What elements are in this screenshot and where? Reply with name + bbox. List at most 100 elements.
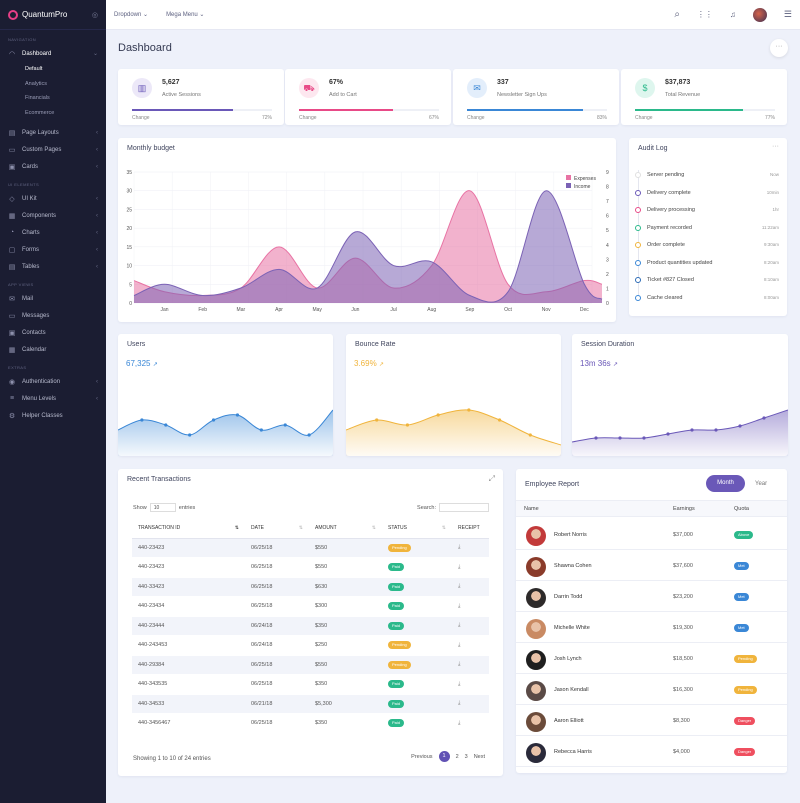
table-row[interactable]: 440-23444 06/24/18 $350 Paid ⤓ xyxy=(132,616,489,636)
sidebar-item-page-layouts[interactable]: ▤ Page Layouts ‹ xyxy=(0,124,106,141)
settings-panel-icon[interactable]: ☰ xyxy=(783,9,792,19)
table-row[interactable]: 440-29384 06/25/18 $550 Pending ⤓ xyxy=(132,655,489,675)
audit-item[interactable]: Ticket #827 Closed 8:10am xyxy=(629,273,787,291)
sidebar-sub-analytics[interactable]: Analytics xyxy=(25,80,48,87)
page-1-button[interactable]: 1 xyxy=(438,751,450,762)
sidebar-item-dashboard[interactable]: ◠ Dashboard ⌄ xyxy=(0,45,106,62)
table-row[interactable]: 440-34533 06/21/18 $5,300 Paid ⤓ xyxy=(132,694,489,714)
sidebar-item-contacts[interactable]: ▣ Contacts xyxy=(0,324,106,341)
more-options-button[interactable]: ··· xyxy=(770,39,788,57)
sidebar-toggle-icon[interactable]: ◎ xyxy=(91,11,98,19)
download-icon[interactable]: ⤓ xyxy=(458,563,461,570)
search-label: Search: xyxy=(417,504,436,511)
download-icon[interactable]: ⤓ xyxy=(458,641,461,648)
sidebar-sub-default[interactable]: Default xyxy=(25,66,43,72)
avatar[interactable] xyxy=(752,7,767,22)
download-icon[interactable]: ⤓ xyxy=(458,622,461,629)
col-label: RECEIPT xyxy=(458,525,480,532)
sort-icon: ⇅ xyxy=(441,525,446,532)
sidebar-item-components[interactable]: ▦ Components ‹ xyxy=(0,207,106,224)
sidebar-item-custom-pages[interactable]: ▭ Custom Pages ‹ xyxy=(0,141,106,158)
cell-id: 440-23423 xyxy=(132,557,245,578)
table-row[interactable]: 440-3456467 06/25/18 $350 Paid ⤓ xyxy=(132,713,489,734)
audit-item[interactable]: Delivery processing 1hr xyxy=(629,203,787,221)
chevron-left-icon: ‹ xyxy=(96,246,98,253)
search-input[interactable] xyxy=(439,503,489,512)
sidebar-item-messages[interactable]: ▭ Messages xyxy=(0,307,106,324)
sidebar-item-cards[interactable]: ▣ Cards ‹ xyxy=(0,158,106,175)
employee-row[interactable]: Robert Norris $37,000 Above xyxy=(516,519,787,550)
col-header[interactable]: TRANSACTION ID ⇅ xyxy=(132,519,245,539)
table-row[interactable]: 440-23434 06/25/18 $300 Paid ⤓ xyxy=(132,596,489,617)
tab-month[interactable]: Month xyxy=(706,475,745,492)
col-header[interactable]: DATE ⇅ xyxy=(245,519,309,539)
page-2-button[interactable]: 2 xyxy=(455,753,459,760)
employee-row[interactable]: Rebecca Harris $4,000 Danger xyxy=(516,736,787,767)
col-header[interactable]: AMOUNT ⇅ xyxy=(309,519,382,539)
search-icon[interactable]: ⌕ xyxy=(674,9,680,20)
bell-icon[interactable]: ♫ xyxy=(729,10,736,19)
stat-value: 67% xyxy=(329,79,344,86)
sidebar-item-tables[interactable]: ▤ Tables ‹ xyxy=(0,258,106,275)
download-icon[interactable]: ⤓ xyxy=(458,583,461,590)
chevron-left-icon: ‹ xyxy=(96,263,98,270)
audit-item[interactable]: Cache cleared 8:00am xyxy=(629,291,787,309)
sidebar-item-authentication[interactable]: ◉ Authentication ‹ xyxy=(0,373,106,390)
download-icon[interactable]: ⤓ xyxy=(458,602,461,609)
sidebar-item-calendar[interactable]: ▦ Calendar xyxy=(0,341,106,358)
download-icon[interactable]: ⤓ xyxy=(458,700,461,707)
page-3-button[interactable]: 3 xyxy=(464,753,468,760)
col-header[interactable]: STATUS ⇅ xyxy=(382,519,452,539)
apps-grid-icon[interactable]: ⋮⋮ xyxy=(696,10,713,19)
next-button[interactable]: Next xyxy=(473,753,485,760)
sidebar-item-helper-classes[interactable]: ⚙ Helper Classes xyxy=(0,407,106,424)
expand-icon[interactable]: ⤢ xyxy=(488,474,495,483)
table-row[interactable]: 440-23423 06/25/18 $550 Pending ⤓ xyxy=(132,538,489,558)
table-row[interactable]: 440-33423 06/25/18 $630 Paid ⤓ xyxy=(132,577,489,597)
sidebar-item-mail[interactable]: ✉ Mail xyxy=(0,290,106,307)
col-header[interactable]: RECEIPT xyxy=(452,519,489,539)
layout-icon: ▤ xyxy=(8,129,16,137)
sparkline-area xyxy=(118,410,333,456)
sparkline-point xyxy=(467,408,471,412)
employee-row[interactable]: Jason Kendall $16,300 Pending xyxy=(516,674,787,705)
sidebar-item-menu-levels[interactable]: ≡ Menu Levels ‹ xyxy=(0,390,106,407)
download-icon[interactable]: ⤓ xyxy=(458,544,461,551)
cell-date: 06/25/18 xyxy=(245,655,309,675)
employee-row[interactable]: Shawna Cohen $37,600 Met xyxy=(516,550,787,581)
sidebar-item-ui-kit[interactable]: ◇ UI Kit ‹ xyxy=(0,190,106,207)
audit-item[interactable]: Payment recorded 11:22am xyxy=(629,221,787,239)
sort-icon: ⇅ xyxy=(298,525,303,532)
more-icon[interactable]: ··· xyxy=(772,143,779,150)
sidebar-sub-ecommerce[interactable]: Ecommerce xyxy=(25,109,55,116)
dollar-icon: $ xyxy=(635,78,655,98)
audit-item[interactable]: Server pending Now xyxy=(629,168,787,186)
audit-item[interactable]: Product quantities updated 8:20am xyxy=(629,256,787,274)
download-icon[interactable]: ⤓ xyxy=(458,661,461,668)
page-length-select[interactable]: 10 xyxy=(149,503,176,512)
table-row[interactable]: 440-343535 06/25/18 $350 Paid ⤓ xyxy=(132,674,489,695)
y2-tick-label: 1 xyxy=(606,286,609,292)
employee-name: Rebecca Harris xyxy=(554,749,592,755)
download-icon[interactable]: ⤓ xyxy=(458,680,461,687)
employee-row[interactable]: Michelle White $19,300 Met xyxy=(516,612,787,643)
table-row[interactable]: 440-23423 06/25/18 $550 Paid ⤓ xyxy=(132,557,489,578)
sidebar-item-forms[interactable]: ▢ Forms ‹ xyxy=(0,241,106,258)
sidebar-sub-financials[interactable]: Financials xyxy=(25,95,50,101)
prev-button[interactable]: Previous xyxy=(411,753,433,760)
sparkline-point xyxy=(188,433,192,437)
audit-item[interactable]: Delivery complete 10min xyxy=(629,186,787,204)
mega-menu[interactable]: Mega Menu ⌄ xyxy=(166,11,204,18)
download-icon[interactable]: ⤓ xyxy=(458,719,461,726)
employee-row[interactable]: Aaron Elliott $8,300 Danger xyxy=(516,705,787,736)
sidebar-item-label: Menu Levels xyxy=(22,395,57,402)
sidebar-item-charts[interactable]: ◔ Charts ‹ xyxy=(0,224,106,241)
dropdown-menu[interactable]: Dropdown ⌄ xyxy=(114,11,148,18)
employee-row[interactable]: Darrin Todd $23,200 Met xyxy=(516,581,787,612)
tab-year[interactable]: Year xyxy=(755,481,768,487)
brand[interactable]: QuantumPro ◎ xyxy=(0,0,106,30)
employee-row[interactable]: Josh Lynch $18,500 Pending xyxy=(516,643,787,674)
audit-item[interactable]: Order complete 9:30am xyxy=(629,238,787,256)
card-title: Bounce Rate xyxy=(355,341,396,348)
table-row[interactable]: 440-243453 06/24/18 $250 Pending ⤓ xyxy=(132,635,489,656)
